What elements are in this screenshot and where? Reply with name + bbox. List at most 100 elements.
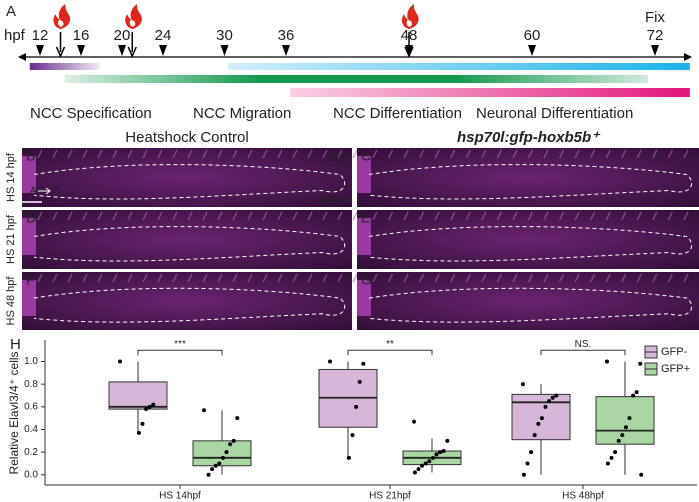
texture	[37, 273, 43, 283]
panel-label: G	[361, 272, 372, 288]
posterior-label: P	[52, 186, 59, 197]
panel-label: C	[361, 148, 371, 164]
texture	[292, 211, 298, 221]
texture	[434, 273, 440, 283]
point	[543, 404, 548, 409]
point	[140, 421, 145, 426]
point	[357, 379, 362, 384]
texture	[667, 149, 674, 159]
y-axis-label: Relative Elavl3/4⁺ cells	[7, 351, 21, 474]
x-tick-label: HS 21hpf	[369, 491, 411, 502]
texture	[157, 149, 163, 159]
texture	[187, 273, 193, 283]
texture	[403, 273, 409, 283]
point	[639, 472, 644, 477]
texture	[403, 149, 409, 159]
texture	[112, 211, 118, 221]
phase-bar	[64, 75, 648, 83]
phase-bar	[29, 63, 100, 70]
point	[151, 402, 156, 407]
yolk	[22, 280, 36, 316]
phase-bar	[227, 63, 690, 70]
point	[623, 425, 628, 430]
point	[536, 421, 541, 426]
flame	[401, 4, 419, 29]
x-tick-label: HS 48hpf	[562, 491, 604, 502]
texture	[142, 149, 148, 159]
point	[547, 399, 552, 404]
point	[136, 430, 141, 435]
texture	[202, 149, 208, 159]
y-tick-label: 1.0	[24, 356, 38, 367]
point	[217, 461, 222, 466]
phase-bar	[290, 88, 690, 97]
ap-arrow	[38, 187, 51, 195]
texture	[292, 149, 298, 159]
anterior-label: A	[30, 186, 37, 197]
texture	[605, 211, 611, 221]
texture	[527, 149, 534, 159]
point	[521, 382, 525, 387]
outline	[33, 226, 345, 262]
texture	[82, 211, 88, 221]
tick-arrow	[118, 45, 126, 56]
texture	[465, 211, 471, 221]
texture	[558, 211, 565, 221]
y-tick-label: 0.2	[24, 447, 38, 458]
point	[631, 393, 636, 398]
phase-label: NCC Specification	[30, 105, 152, 122]
texture	[247, 149, 253, 159]
texture	[387, 273, 394, 283]
point	[609, 455, 614, 460]
row-label: HS 14 hpf	[5, 152, 17, 202]
texture	[543, 211, 549, 221]
texture	[67, 273, 73, 283]
texture	[202, 211, 208, 221]
texture	[652, 273, 658, 283]
texture	[496, 149, 503, 159]
box	[595, 396, 655, 445]
texture	[322, 273, 328, 283]
texture	[352, 211, 358, 221]
texture	[434, 149, 440, 159]
texture	[262, 273, 268, 283]
texture	[543, 273, 549, 283]
flame	[125, 4, 142, 29]
yolk	[22, 218, 36, 255]
point	[346, 455, 351, 460]
significance: NS.	[575, 339, 592, 350]
y-tick-label: 0.0	[24, 469, 38, 480]
texture	[496, 211, 503, 221]
texture	[605, 273, 611, 283]
phase-label: NCC Migration	[193, 105, 291, 122]
texture	[247, 211, 253, 221]
texture	[112, 149, 118, 159]
tick-arrow	[528, 45, 536, 56]
texture	[277, 273, 283, 283]
tick-arrow	[282, 45, 290, 56]
texture	[636, 273, 642, 283]
outline	[33, 164, 345, 200]
point	[210, 467, 215, 472]
tick-label: 12	[32, 27, 49, 44]
texture	[418, 211, 425, 221]
y-tick-label: 0.4	[24, 424, 38, 435]
texture	[187, 211, 193, 221]
point	[328, 359, 332, 364]
texture	[434, 211, 440, 221]
texture	[262, 149, 268, 159]
texture	[512, 273, 518, 283]
point	[550, 395, 555, 400]
texture	[322, 149, 328, 159]
texture	[574, 273, 580, 283]
point	[350, 433, 355, 438]
tick-arrow	[36, 45, 44, 56]
texture	[636, 211, 642, 221]
texture	[262, 211, 268, 221]
texture	[172, 211, 178, 221]
texture	[667, 273, 674, 283]
tick-label: 16	[73, 27, 90, 44]
texture	[372, 211, 378, 221]
tick-label: 24	[155, 27, 172, 44]
texture	[574, 211, 580, 221]
